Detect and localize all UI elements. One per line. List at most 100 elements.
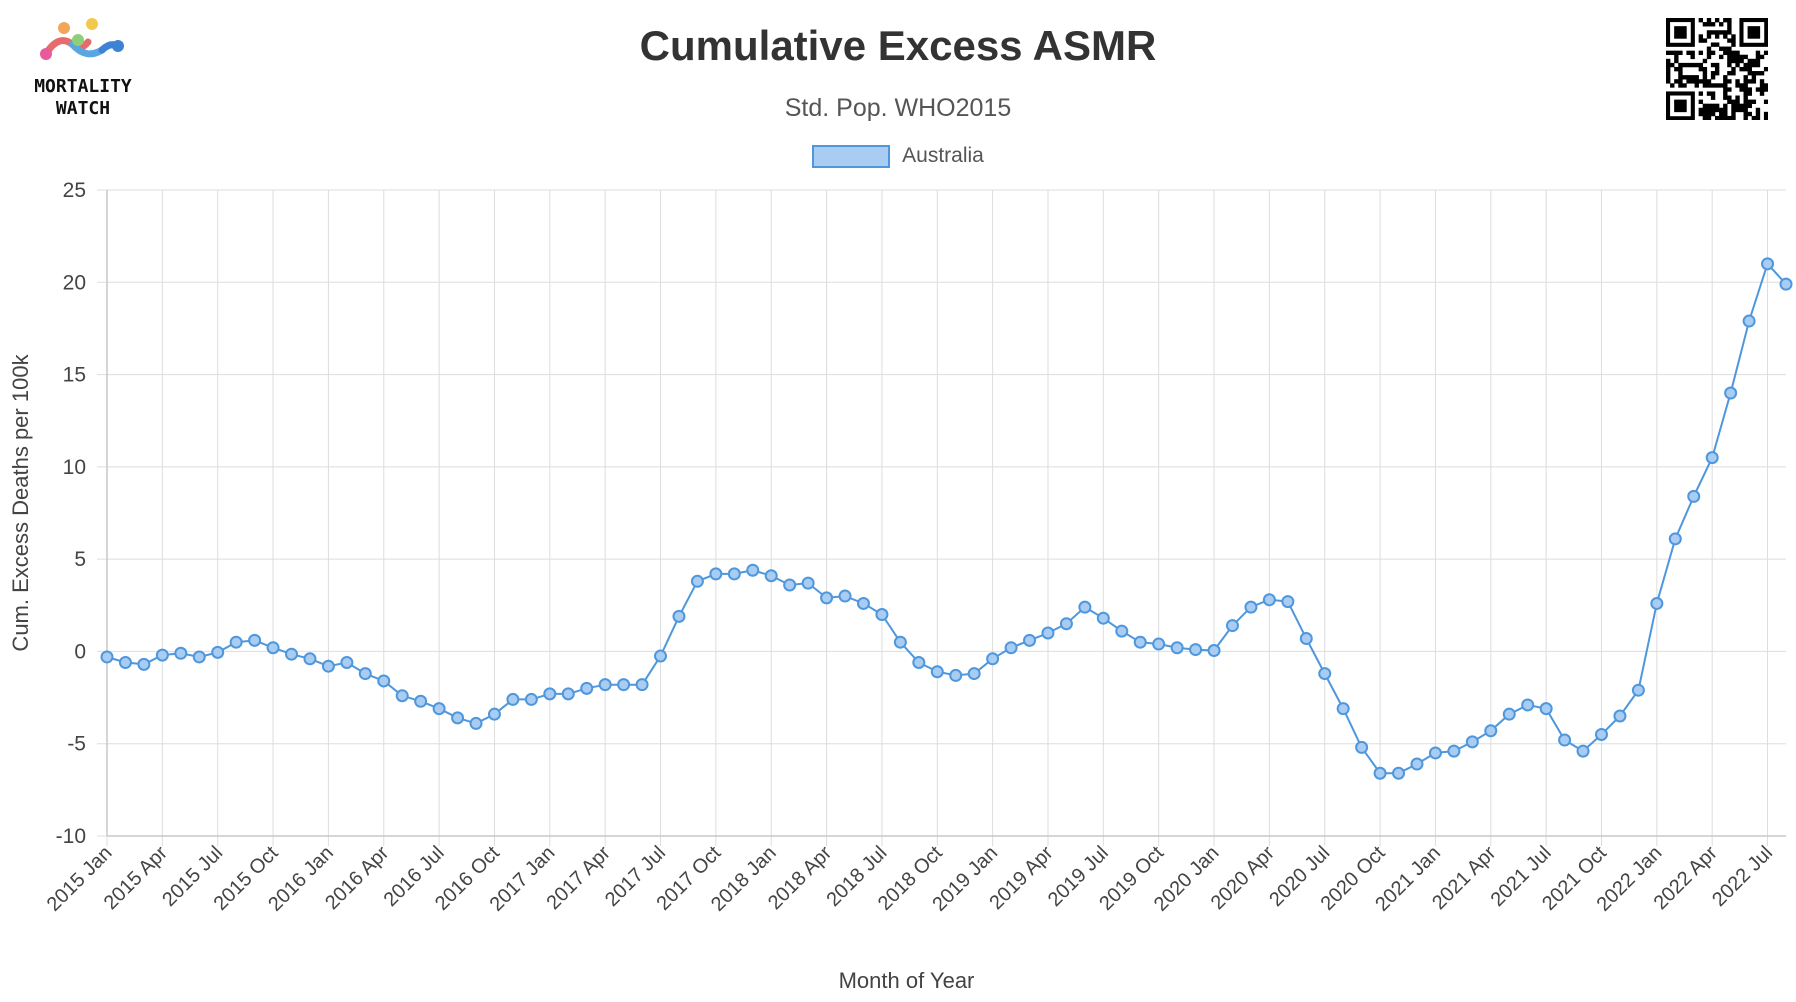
qr-code-graphic — [1666, 18, 1769, 121]
data-point — [543, 687, 557, 701]
data-point — [174, 646, 188, 660]
data-point — [1779, 277, 1793, 291]
data-point — [1189, 643, 1203, 657]
x-axis-title: Month of Year — [839, 968, 975, 993]
data-point — [801, 576, 815, 590]
y-tick-label: -10 — [56, 825, 86, 848]
data-point — [1225, 619, 1239, 633]
y-axis-title: Cum. Excess Deaths per 100k — [8, 353, 33, 651]
data-point — [1428, 746, 1442, 760]
data-point — [1742, 314, 1756, 328]
data-point — [783, 578, 797, 592]
qr-code-icon[interactable] — [1666, 18, 1769, 121]
y-tick-label: 20 — [63, 271, 86, 294]
data-point — [1078, 600, 1092, 614]
data-point — [580, 681, 594, 695]
data-point — [1465, 735, 1479, 749]
x-tick-label: 2022 Jul — [1708, 842, 1777, 911]
data-point — [1355, 740, 1369, 754]
data-point — [1724, 386, 1738, 400]
data-point — [340, 656, 354, 670]
mortality-watch-logo: MORTALITY WATCH — [16, 16, 150, 119]
data-point — [1687, 489, 1701, 503]
data-point — [875, 608, 889, 622]
data-point — [1650, 596, 1664, 610]
data-point — [1576, 744, 1590, 758]
data-point — [1170, 641, 1184, 655]
data-point — [1594, 727, 1608, 741]
data-point — [617, 678, 631, 692]
data-point — [598, 678, 612, 692]
data-point — [1521, 698, 1535, 712]
data-point — [690, 574, 704, 588]
y-tick-label: 15 — [63, 364, 86, 387]
data-point — [192, 650, 206, 664]
legend-label: Australia — [902, 144, 984, 167]
data-point — [709, 567, 723, 581]
data-point — [1299, 632, 1313, 646]
data-point — [487, 707, 501, 721]
data-point — [561, 687, 575, 701]
data-point — [469, 716, 483, 730]
data-point — [432, 702, 446, 716]
data-point — [1152, 637, 1166, 651]
data-point — [358, 667, 372, 681]
legend: Australia — [0, 144, 1796, 168]
data-point — [1041, 626, 1055, 640]
data-point — [654, 649, 668, 663]
data-point — [949, 668, 963, 682]
data-point — [1115, 624, 1129, 638]
data-point — [1133, 635, 1147, 649]
data-point — [1631, 683, 1645, 697]
data-point — [321, 659, 335, 673]
data-point — [1613, 709, 1627, 723]
data-point — [414, 694, 428, 708]
legend-swatch[interactable] — [812, 144, 891, 168]
chart-subtitle: Std. Pop. WHO2015 — [784, 94, 1012, 122]
data-point — [100, 650, 114, 664]
data-point — [1558, 733, 1572, 747]
chart-title: Cumulative Excess ASMR — [639, 22, 1157, 69]
data-point — [1761, 257, 1775, 271]
data-point — [1096, 611, 1110, 625]
data-point — [211, 645, 225, 659]
data-point — [764, 569, 778, 583]
data-point — [451, 711, 465, 725]
data-point — [746, 563, 760, 577]
data-point — [1484, 724, 1498, 738]
data-point — [1502, 707, 1516, 721]
data-point — [1318, 667, 1332, 681]
y-tick-label: 25 — [63, 179, 86, 202]
data-point — [1373, 766, 1387, 780]
series-line — [106, 261, 1787, 775]
logo-text-line2: WATCH — [55, 98, 111, 119]
data-point — [118, 656, 132, 670]
data-point — [248, 633, 262, 647]
data-point — [1059, 617, 1073, 631]
data-point — [1023, 633, 1037, 647]
y-tick-label: 0 — [74, 640, 86, 663]
logo-text: MORTALITY WATCH — [16, 76, 150, 120]
data-point — [930, 665, 944, 679]
data-point — [229, 635, 243, 649]
y-tick-label: 5 — [74, 548, 86, 571]
data-point — [912, 656, 926, 670]
data-point — [1004, 641, 1018, 655]
data-point — [1668, 532, 1682, 546]
data-point — [986, 652, 1000, 666]
logo-mark-icon — [40, 18, 124, 60]
data-point — [893, 635, 907, 649]
data-point — [1244, 600, 1258, 614]
y-tick-label: 10 — [63, 456, 86, 479]
data-point — [395, 689, 409, 703]
data-point — [727, 567, 741, 581]
logo-text-line1: MORTALITY — [34, 76, 132, 97]
data-point — [820, 591, 834, 605]
data-point — [1392, 766, 1406, 780]
data-point — [967, 667, 981, 681]
data-point — [1207, 644, 1221, 658]
data-point — [1539, 702, 1553, 716]
data-point — [524, 692, 538, 706]
data-point — [1262, 593, 1276, 607]
data-point — [856, 596, 870, 610]
